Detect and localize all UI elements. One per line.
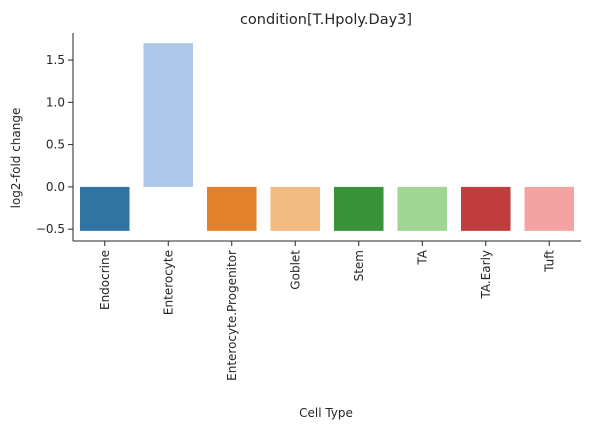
bars-group (79, 43, 575, 231)
bar-enterocyte-progenitor (206, 186, 257, 231)
y-tick-label: 0.0 (46, 180, 65, 194)
bar-endocrine (79, 186, 130, 231)
x-tick-label: Enterocyte.Progenitor (225, 250, 239, 381)
y-tick-label: 0.5 (46, 138, 65, 152)
x-tick-label: Tuft (542, 250, 556, 273)
x-tick-label: Endocrine (98, 250, 112, 310)
y-tick-label: 1.5 (46, 53, 65, 67)
x-tick-label: TA.Early (479, 250, 493, 300)
bar-ta-early (460, 186, 511, 231)
x-tick-label: TA (415, 249, 429, 265)
bar-ta (397, 186, 448, 231)
x-tick-label: Stem (352, 250, 366, 281)
chart-title: condition[T.Hpoly.Day3] (240, 12, 412, 28)
y-tick-label: 1.0 (46, 95, 65, 109)
bar-goblet (270, 186, 321, 231)
y-axis-label: log2-fold change (9, 108, 23, 209)
x-ticks-group: Endocrine Enterocyte Enterocyte.Progenitor… (98, 241, 556, 381)
bar-enterocyte (143, 43, 194, 187)
bar-stem (333, 186, 384, 231)
y-tick-label: −0.5 (36, 222, 65, 236)
x-tick-label: Enterocyte (161, 250, 175, 315)
bar-tuft (524, 186, 575, 231)
x-tick-label: Goblet (288, 250, 302, 290)
y-ticks-group: −0.5 0.0 0.5 1.0 1.5 (36, 53, 73, 236)
x-axis-label: Cell Type (299, 406, 353, 420)
